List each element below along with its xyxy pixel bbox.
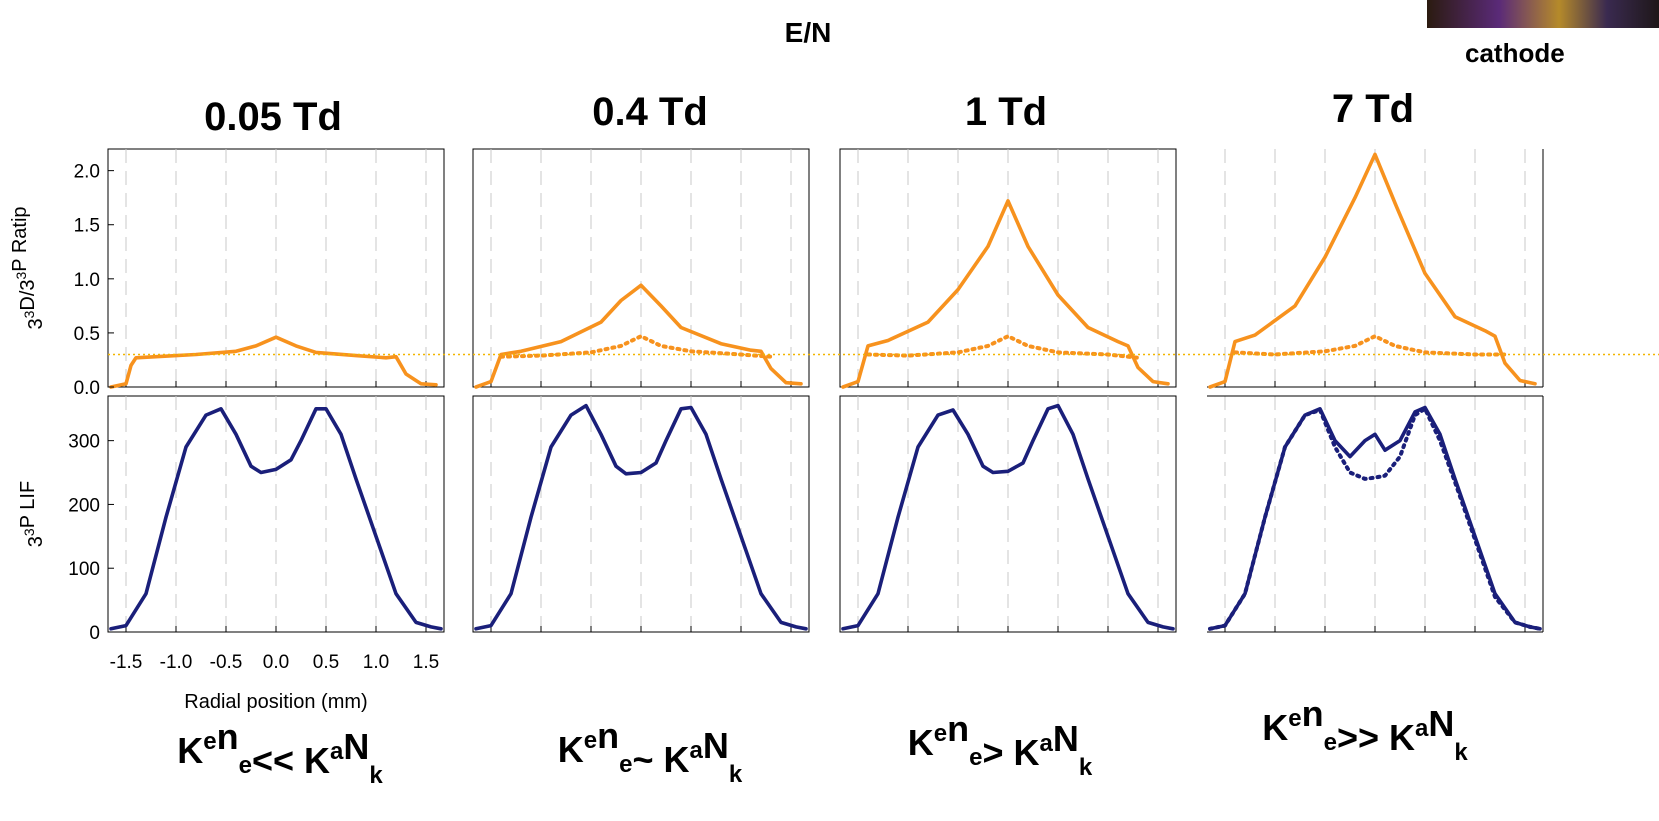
y-tick-label: 0.0	[74, 378, 100, 399]
panel-3: 1 Td Kene> KaNk	[839, 90, 1177, 781]
lif-solid-line	[109, 406, 443, 631]
ratio-solid-line	[109, 335, 438, 389]
y-tick-label: 0	[89, 623, 100, 644]
regime-label: Kene>> KaNk	[1262, 693, 1468, 766]
panel-title: 0.05 Td	[204, 95, 342, 139]
x-tick-label: -1.0	[160, 652, 193, 673]
ratio-dotted-line	[499, 334, 773, 359]
ratio-solid-line	[1208, 152, 1537, 389]
panel-title: 0.4 Td	[592, 90, 708, 134]
lif-solid-line	[841, 403, 1175, 631]
x-tick-label: 1.5	[413, 652, 439, 673]
cathode-photo	[1427, 0, 1659, 28]
panel-2: 0.4 Td Kene~ KaNk	[472, 90, 810, 788]
regime-label: Kene<< KaNk	[177, 716, 383, 789]
figure-heading: E/N	[785, 17, 832, 48]
regime-label: Kene~ KaNk	[558, 715, 743, 788]
panel-title: 1 Td	[965, 90, 1047, 134]
lif-dotted-line	[1208, 406, 1542, 631]
y-tick-label: 100	[68, 559, 100, 580]
y-tick-label: 0.5	[74, 324, 100, 345]
y-tick-label: 300	[68, 432, 100, 453]
panel-1: 0.05 Td Kene<< KaNk	[107, 95, 445, 789]
regime-label: Kene> KaNk	[908, 708, 1093, 781]
x-tick-label: 0.5	[313, 652, 339, 673]
x-tick-label: 0.0	[263, 652, 289, 673]
ratio-solid-line	[474, 283, 803, 389]
ratio-axis-label: 33D/33P Ratip	[9, 206, 47, 329]
panel-title: 7 Td	[1332, 87, 1414, 131]
lif-axis-label: 33P LIF	[17, 481, 47, 547]
y-tick-label: 2.0	[74, 162, 100, 183]
panel-4: 7 Td Kene>> KaNk	[1207, 87, 1544, 766]
lif-solid-line	[474, 403, 808, 631]
x-tick-label: 1.0	[363, 652, 389, 673]
y-tick-label: 200	[68, 495, 100, 516]
cathode-label: cathode	[1465, 38, 1565, 68]
x-tick-label: -1.5	[110, 652, 143, 673]
y-tick-label: 1.0	[74, 270, 100, 291]
x-axis-label: Radial position (mm)	[184, 691, 367, 713]
y-tick-label: 1.5	[74, 216, 100, 237]
x-tick-label: -0.5	[210, 652, 243, 673]
